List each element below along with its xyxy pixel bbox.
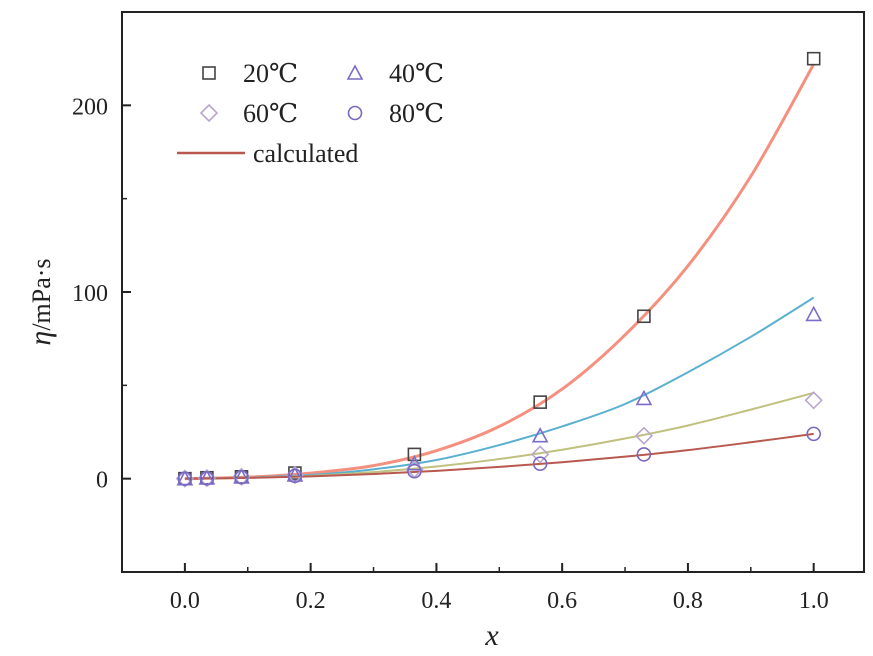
legend-entry: 60℃ [199, 99, 298, 128]
data-point [806, 426, 821, 442]
fit-line [184, 432, 814, 480]
x-tick-label: 0.2 [296, 588, 326, 614]
x-axis-title: x [484, 619, 499, 652]
legend-label: 80℃ [389, 99, 444, 128]
axis-ticks: 0.0 0.2 0.4 0.6 0.8 1.0 0 100 200 [72, 11, 829, 614]
data-point [533, 395, 547, 409]
y-tick-label: 100 [72, 281, 108, 307]
data-point [287, 468, 303, 484]
data-point [177, 471, 193, 486]
legend: 20℃ 40℃ 60℃ 80℃ calculated [177, 59, 444, 168]
y-tick-label: 200 [72, 94, 108, 120]
legend-entry: 80℃ [347, 99, 444, 128]
fit-line [184, 296, 815, 480]
legend-marker [346, 64, 364, 80]
data-point [804, 391, 823, 410]
y-axis-symbol: η [24, 331, 57, 346]
fit-line [184, 391, 814, 480]
legend-label: 20℃ [243, 59, 298, 88]
data-markers [175, 51, 823, 488]
x-tick-label: 0.0 [170, 588, 200, 614]
data-point [532, 456, 548, 472]
data-point [407, 463, 422, 479]
legend-label: 40℃ [389, 59, 444, 88]
data-point [234, 469, 249, 485]
data-point [531, 445, 550, 464]
legend-marker [199, 103, 219, 123]
legend-label: 60℃ [243, 99, 298, 128]
legend-entry: 20℃ [202, 59, 298, 88]
plot-frame [121, 11, 865, 573]
y-axis-title: η/mPa·s [24, 258, 57, 345]
legend-entry: calculated [177, 139, 358, 168]
data-point [233, 468, 250, 484]
data-point [805, 305, 823, 322]
data-point [634, 426, 654, 445]
data-point [198, 469, 216, 485]
x-tick-label: 1.0 [799, 588, 829, 614]
data-point [286, 466, 304, 482]
x-tick-label: 0.4 [421, 588, 451, 614]
y-axis-unit: /mPa·s [27, 258, 56, 330]
svg-text:η/mPa·s: η/mPa·s [24, 258, 57, 345]
x-tick-label: 0.8 [673, 588, 703, 614]
data-point [636, 447, 652, 462]
data-point [199, 470, 215, 486]
data-point [406, 455, 423, 471]
y-tick-label: 0 [96, 468, 108, 494]
legend-label: calculated [253, 139, 358, 168]
legend-entry: 40℃ [346, 59, 444, 88]
legend-marker [202, 66, 216, 80]
x-tick-label: 0.6 [547, 588, 577, 614]
fit-line [184, 63, 816, 481]
data-point [635, 389, 653, 406]
data-point [637, 309, 651, 324]
data-point [531, 427, 549, 443]
legend-marker [347, 105, 363, 121]
data-point [806, 51, 821, 66]
